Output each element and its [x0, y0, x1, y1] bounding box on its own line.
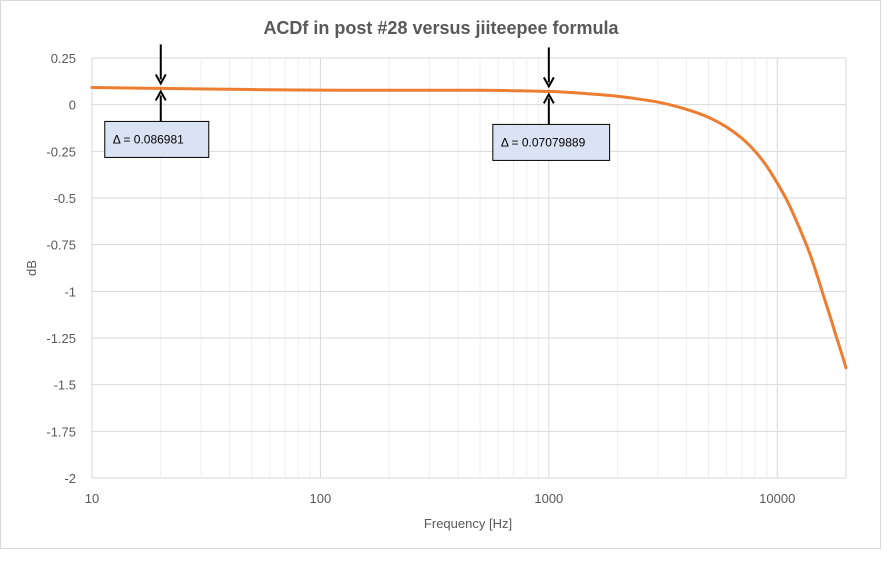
annotation-callout-label: Δ = 0.07079889 [501, 135, 586, 149]
annotation-arrow-bottom-head [542, 92, 555, 104]
y-tick-label: -0.5 [54, 191, 76, 206]
y-axis-tick-labels: 0.25 0 -0.25 -0.5 -0.75 -1 -1.25 -1.5 -1.75 -2 [46, 51, 76, 486]
annotation-arrow-top-head [154, 73, 167, 86]
x-tick-label: 10000 [759, 491, 795, 506]
annotation-arrow-top-head [542, 76, 555, 89]
x-axis-tick-labels: 10 100 1000 10000 [85, 491, 796, 506]
x-tick-label: 1000 [534, 491, 563, 506]
annotation-callout-label: Δ = 0.086981 [113, 132, 184, 146]
y-tick-label: -2 [64, 471, 76, 486]
y-axis-title: dB [24, 260, 39, 276]
y-tick-label: -0.75 [46, 238, 76, 253]
y-tick-label: -1.25 [46, 331, 76, 346]
x-tick-label: 100 [310, 491, 332, 506]
y-tick-label: 0.25 [51, 51, 76, 66]
annotation-arrow-bottom-head [154, 89, 167, 101]
chart-title: ACDf in post #28 versus jiiteepee formul… [263, 18, 619, 38]
x-axis-title: Frequency [Hz] [424, 516, 512, 531]
major-gridlines [91, 57, 847, 479]
y-tick-label: 0 [69, 98, 76, 113]
x-tick-label: 10 [85, 491, 99, 506]
annotation-callout-box [104, 120, 210, 158]
series-layer [90, 85, 848, 370]
y-tick-label: -0.25 [46, 144, 76, 159]
y-tick-label: -1.75 [46, 424, 76, 439]
annotation-layer: Δ = 0.086981 Δ = 0.07079889 [104, 44, 611, 161]
annotation-callout-box [492, 123, 611, 161]
series-line [90, 85, 848, 370]
y-tick-label: -1.5 [54, 378, 76, 393]
chart-border [0, 0, 881, 549]
y-tick-label: -1 [64, 284, 76, 299]
